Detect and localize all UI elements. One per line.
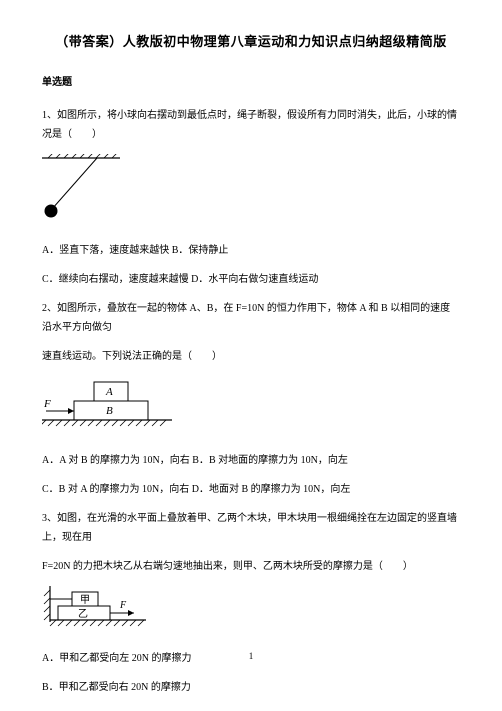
- q1-options-cd: C．继续向右摆动，速度越来越慢 D．水平向右做匀速直线运动: [42, 270, 460, 289]
- q2-label-a: A: [105, 386, 113, 398]
- q3-label-yi: 乙: [78, 608, 88, 620]
- q2-stem-line2: 速直线运动。下列说法正确的是（ ）: [42, 347, 460, 366]
- q2-stem-line1: 2、如图所示，叠放在一起的物体 A、B，在 F=10N 的恒力作用下，物体 A …: [42, 299, 460, 337]
- q3-label-jia: 甲: [80, 595, 90, 606]
- section-heading: 单选题: [42, 73, 460, 92]
- q2-options-ab: A．A 对 B 的摩擦力为 10N，向右 B．B 对地面的摩擦力为 10N，向左: [42, 451, 460, 470]
- q3-figure: 甲 乙 F: [42, 586, 460, 639]
- q2-figure: A B F: [42, 376, 460, 441]
- q2-label-b: B: [106, 405, 113, 417]
- q1-figure: [42, 154, 460, 231]
- q2-options-cd: C．B 对 A 的摩擦力为 10N，向右 D．地面对 B 的摩擦力为 10N，向…: [42, 480, 460, 499]
- q3-stem-line2: F=20N 的力把木块乙从右端匀速地抽出来，则甲、乙两木块所受的摩擦力是（ ）: [42, 557, 460, 576]
- q1-stem: 1、如图所示，将小球向右摆动到最低点时，绳子断裂，假设所有力同时消失，此后，小球…: [42, 106, 460, 144]
- page-number: 1: [0, 648, 502, 665]
- q1-options-ab: A．竖直下落，速度越来越快 B．保持静止: [42, 241, 460, 260]
- q3-label-f: F: [119, 600, 127, 611]
- q2-label-f: F: [43, 398, 51, 410]
- page-title: （带答案）人教版初中物理第八章运动和力知识点归纳超级精简版: [42, 30, 460, 55]
- q3-stem-line1: 3、如图，在光滑的水平面上叠放着甲、乙两个木块，甲木块用一根细绳拴在左边固定的竖…: [42, 509, 460, 547]
- q3-option-b: B．甲和乙都受向右 20N 的摩擦力: [42, 678, 460, 697]
